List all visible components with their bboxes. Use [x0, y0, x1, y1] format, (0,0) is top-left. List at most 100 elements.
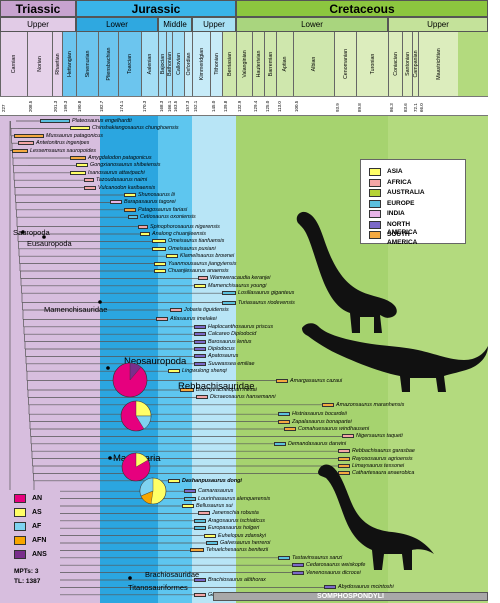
taxon-label: Analong chuanjieensis [152, 231, 206, 237]
range-bar [278, 555, 290, 560]
taxon-label: Turiasaurus riodevensis [238, 299, 295, 306]
taxon-label: Chuanjiesaurus anaensis [168, 268, 229, 274]
range-bar [152, 239, 166, 244]
taxon-label: Barosaurus lentus [208, 338, 252, 345]
stage-hauterivian: Hauterivian [252, 32, 264, 96]
taxon-label: Lingwulong shenqi [182, 368, 227, 375]
taxon-label: Demandasaurus darwini [288, 440, 347, 447]
pie-legend-label: ANS [32, 551, 47, 558]
legend-label: AUSTRALIA [387, 189, 425, 196]
taxon-label: Zapalasaurus bonapartei [292, 418, 352, 425]
taxon-label: Haplocanthosaurus priscus [208, 323, 274, 330]
range-bar [274, 441, 286, 446]
pie-macronaria-1 [121, 452, 151, 482]
node-dot [108, 456, 112, 460]
stage-berriasian: Berriasian [222, 32, 236, 96]
legend-swatch [369, 178, 381, 187]
period-cretaceous: Cretaceous [236, 0, 488, 17]
stage-aptian: Aptian [276, 32, 293, 96]
taxon-label: Jobaria tiguidensis [184, 307, 229, 313]
stage-cenomanian: Cenomanian [334, 32, 356, 96]
taxon-label: Calcareo Diplodocid [208, 331, 257, 338]
range-bar [194, 592, 206, 597]
taxon-label: Tazoudasaurus naimi [96, 177, 148, 184]
clade-mamenchisauridae: Mamenchisauridae [44, 305, 108, 314]
age-band [0, 96, 488, 116]
legend-swatch [369, 220, 381, 229]
range-bar [110, 200, 122, 205]
taxon-label: Galvesaurus herreroi [220, 540, 271, 546]
mpts-label: MPTs: 3 [14, 568, 39, 575]
epoch-middle-jurassic: Middle [158, 17, 192, 32]
taxon-label: Amygdalodon patagonicus [88, 155, 152, 161]
stage-barremian: Barremian [264, 32, 276, 96]
range-bar [70, 170, 86, 175]
range-bar [14, 133, 44, 138]
stage-campanian: Campanian [412, 32, 419, 96]
range-bar [278, 412, 290, 417]
sauropod-silhouette-2 [302, 323, 488, 392]
epoch-lower-jurassic: Lower [76, 17, 158, 32]
range-bar [194, 332, 206, 337]
range-bar [194, 339, 206, 344]
clade-rebbachisauridae: Rebbachisauridae [178, 381, 255, 392]
epoch-upper-triassic: Upper [0, 17, 76, 32]
clade-titanosauriformes: Titanosauriformes [128, 583, 188, 592]
taxon-label: Dicraeosaurus hansemanni [210, 394, 276, 401]
taxon-label: Lessemsaurus sauropoides [30, 147, 96, 154]
range-bar [140, 232, 150, 236]
range-bar [76, 163, 88, 168]
range-bar [40, 119, 70, 123]
taxon-label: Antetonitrus ingenipes [36, 140, 90, 147]
taxon-label: Cedarosaurus weiskopfe [306, 562, 366, 569]
range-bar [338, 456, 350, 461]
taxon-label: Venenosaurus dicrocei [306, 569, 361, 576]
taxon-label: Rayososaurus agrioensis [352, 455, 413, 462]
taxon-label: Cetiosaurus oxoniensis [140, 214, 196, 221]
taxon-label: Cathartesaura anaerobica [352, 470, 415, 477]
taxon-label: Omeisaurus tianfuensis [168, 238, 225, 245]
sauropod-silhouette-1 [296, 211, 397, 333]
node-dot [21, 230, 25, 234]
taxon-label: Suuwassea emiliae [208, 360, 255, 367]
range-bar [276, 378, 288, 383]
range-bar [204, 533, 216, 538]
taxon-label: Amargasaurus cazaui [290, 377, 343, 384]
pie-legend-label: AN [32, 495, 43, 502]
legend-swatch [369, 189, 381, 197]
stage-santonian: Santonian [402, 32, 412, 96]
period-jurassic: Jurassic [76, 0, 236, 17]
range-bar [278, 419, 290, 424]
pie-neosauropoda-2 [120, 400, 152, 432]
range-bar [154, 261, 166, 266]
node-dot [106, 366, 110, 370]
range-bar [124, 207, 136, 212]
pie-legend-swatch [14, 508, 26, 517]
taxon-label: Brachiosaurus altithorax [208, 577, 266, 583]
somphospondyli-bar: SOMPHOSPONDYLI [213, 592, 488, 601]
pie-legend-label: AFN [32, 537, 47, 544]
legend-swatch [369, 199, 381, 208]
taxon-label: Dashanpusaurus dongi [182, 477, 242, 484]
range-bar [206, 541, 218, 545]
pie-neosauropoda-1 [112, 362, 148, 398]
legend-label: NORTH AMERICA [387, 220, 418, 236]
range-bar [194, 283, 206, 288]
range-bar [154, 269, 166, 273]
taxon-label: Isanosaurus attavipachi [88, 169, 145, 176]
stage-rhaetian: Rhaetian [52, 32, 62, 96]
node-dot [42, 235, 46, 239]
clade-sauropoda: Sauropoda [13, 228, 50, 237]
taxon-label: Bellusaurus sui [196, 503, 233, 509]
range-bar [196, 395, 208, 400]
legend-label: EUROPE [387, 199, 415, 207]
pie-legend-swatch [14, 536, 26, 545]
range-bar [198, 511, 210, 516]
taxon-label: Mamenchisaurus youngi [208, 282, 267, 289]
range-bar [124, 193, 136, 197]
stage-turonian: Turonian [356, 32, 388, 96]
pie-legend-swatch [14, 522, 26, 531]
taxon-label: Mussaurus patagonicus [46, 132, 103, 139]
stage-oxfordian: Oxfordian [184, 32, 192, 96]
